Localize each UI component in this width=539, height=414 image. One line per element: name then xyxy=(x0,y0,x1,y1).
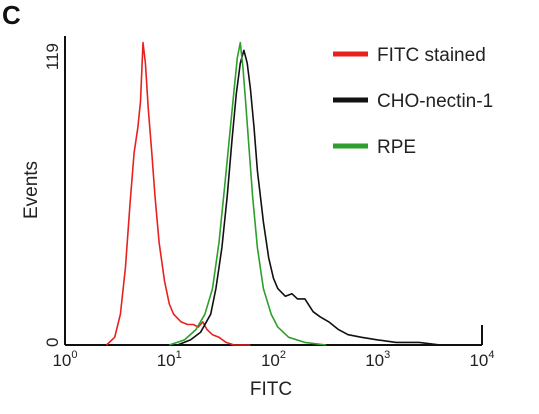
x-tick-labels: 100 101 102 103 104 xyxy=(52,349,494,370)
x-tick-label-2: 102 xyxy=(261,349,286,370)
legend-label-2: RPE xyxy=(377,137,416,158)
x-tick-label-1: 101 xyxy=(157,349,182,370)
x-axis-title: FITC xyxy=(250,379,292,400)
series-line-1 xyxy=(177,49,441,346)
series-line-2 xyxy=(169,41,327,346)
plot-frame xyxy=(64,36,483,346)
x-tick-label-0: 100 xyxy=(52,349,77,370)
series-line-0 xyxy=(105,41,251,346)
y-axis-title: Events xyxy=(21,161,42,219)
x-tick-label-3: 103 xyxy=(365,349,390,370)
legend-label-0: FITC stained xyxy=(377,45,486,66)
y-tick-label-1: 119 xyxy=(43,43,62,70)
legend-label-1: CHO-nectin-1 xyxy=(377,91,493,112)
panel-letter: C xyxy=(2,0,21,30)
series-layer xyxy=(105,41,441,346)
y-tick-label-0: 0 xyxy=(43,338,62,347)
y-tick-labels: 0 119 xyxy=(43,43,62,347)
legend: FITC stained CHO-nectin-1 RPE xyxy=(333,45,493,158)
x-tick-label-4: 104 xyxy=(469,349,494,370)
